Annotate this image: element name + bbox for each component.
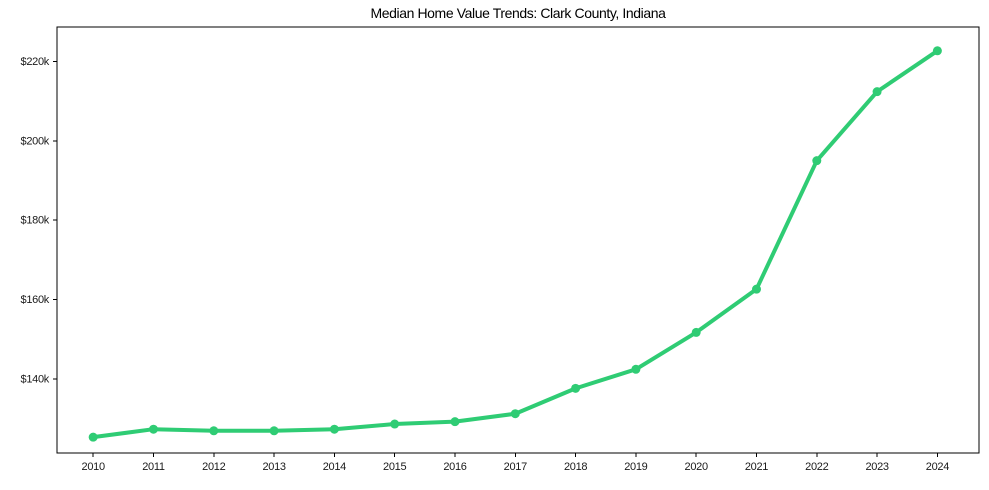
x-tick-label: 2023	[865, 461, 888, 473]
x-tick-label: 2013	[262, 461, 285, 473]
data-point-2019	[631, 364, 641, 374]
data-point-2015	[390, 419, 400, 429]
x-tick-label: 2014	[323, 461, 346, 473]
data-point-2017	[510, 409, 520, 419]
data-point-2016	[450, 417, 460, 427]
data-point-2022	[812, 156, 822, 166]
x-tick-label: 2024	[926, 461, 949, 473]
y-tick-label: $180k	[21, 215, 50, 227]
x-tick-label: 2022	[805, 461, 828, 473]
y-tick-label: $200k	[21, 135, 50, 147]
x-tick-label: 2021	[745, 461, 768, 473]
x-tick-label: 2017	[504, 461, 527, 473]
x-tick-label: 2015	[383, 461, 406, 473]
data-point-2018	[571, 383, 581, 393]
x-tick-label: 2018	[564, 461, 587, 473]
x-tick-label: 2011	[142, 461, 165, 473]
data-point-2012	[209, 426, 219, 436]
x-tick-label: 2020	[685, 461, 708, 473]
x-tick-label: 2019	[624, 461, 647, 473]
data-point-2023	[872, 87, 882, 97]
y-tick-label: $220k	[21, 56, 50, 68]
data-point-2014	[329, 424, 339, 434]
x-tick-label: 2010	[82, 461, 105, 473]
series-line	[91, 48, 940, 440]
plot-area	[56, 26, 980, 454]
data-point-2010	[88, 432, 98, 442]
x-tick-label: 2016	[443, 461, 466, 473]
data-point-2020	[691, 327, 701, 337]
data-point-2024	[932, 46, 942, 56]
y-tick-label: $160k	[21, 294, 50, 306]
x-tick-label: 2012	[202, 461, 225, 473]
data-point-2013	[269, 426, 279, 436]
data-point-2011	[148, 424, 158, 434]
chart-title: Median Home Value Trends: Clark County, …	[370, 5, 666, 21]
y-tick-label: $140k	[21, 373, 50, 385]
data-point-2021	[751, 284, 761, 294]
